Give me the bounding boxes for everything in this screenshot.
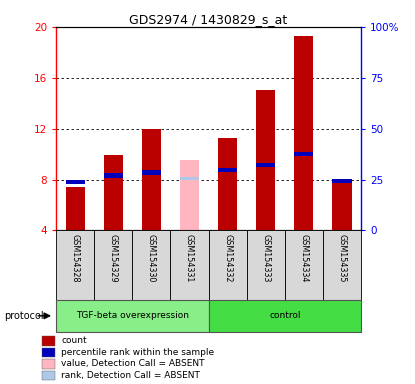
Bar xyxy=(256,91,275,230)
Bar xyxy=(218,137,237,230)
Bar xyxy=(142,170,161,175)
Bar xyxy=(66,187,85,230)
Text: value, Detection Call = ABSENT: value, Detection Call = ABSENT xyxy=(61,359,205,368)
Bar xyxy=(104,156,123,230)
Text: GSM154330: GSM154330 xyxy=(147,234,156,282)
Bar xyxy=(180,177,199,180)
Text: GSM154329: GSM154329 xyxy=(109,234,118,283)
Bar xyxy=(180,161,199,230)
Bar xyxy=(104,174,123,178)
Text: GSM154334: GSM154334 xyxy=(299,234,308,282)
Text: GSM154333: GSM154333 xyxy=(261,234,270,282)
Text: GSM154335: GSM154335 xyxy=(337,234,347,282)
Bar xyxy=(285,230,323,300)
Bar xyxy=(218,168,237,172)
Bar xyxy=(42,359,55,369)
Bar xyxy=(209,230,247,300)
Bar xyxy=(66,180,85,184)
Bar xyxy=(323,230,361,300)
Text: GSM154331: GSM154331 xyxy=(185,234,194,282)
Bar xyxy=(294,36,313,230)
Bar xyxy=(209,300,361,332)
Bar xyxy=(42,371,55,380)
Bar xyxy=(94,230,132,300)
Title: GDS2974 / 1430829_s_at: GDS2974 / 1430829_s_at xyxy=(129,13,288,26)
Text: protocol: protocol xyxy=(4,311,44,321)
Bar xyxy=(56,230,94,300)
Bar xyxy=(56,300,209,332)
Text: rank, Detection Call = ABSENT: rank, Detection Call = ABSENT xyxy=(61,371,200,380)
Bar xyxy=(332,179,352,183)
Text: GSM154328: GSM154328 xyxy=(71,234,80,282)
Bar xyxy=(294,152,313,156)
Text: GSM154332: GSM154332 xyxy=(223,234,232,282)
Bar xyxy=(42,336,55,346)
Bar xyxy=(42,348,55,357)
Bar xyxy=(142,129,161,230)
Bar xyxy=(247,230,285,300)
Bar xyxy=(256,163,275,167)
Bar xyxy=(171,230,209,300)
Text: percentile rank within the sample: percentile rank within the sample xyxy=(61,348,215,357)
Text: TGF-beta overexpression: TGF-beta overexpression xyxy=(76,311,189,320)
Text: count: count xyxy=(61,336,87,345)
Text: control: control xyxy=(269,311,300,320)
Bar xyxy=(132,230,171,300)
Bar xyxy=(332,180,352,230)
